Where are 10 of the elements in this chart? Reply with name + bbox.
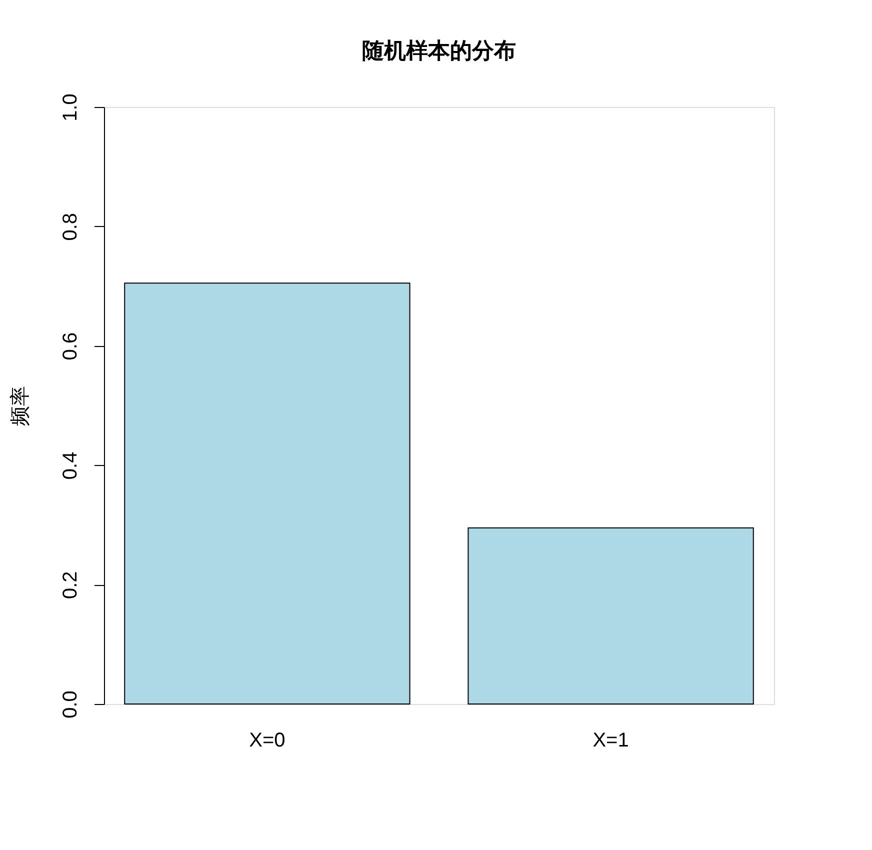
y-axis-title: 频率 <box>8 386 32 426</box>
x-tick-label: X=0 <box>249 730 286 752</box>
y-tick-label: 0.6 <box>60 332 82 360</box>
x-tick-label: X=1 <box>592 730 629 752</box>
y-tick-label: 0.4 <box>60 452 82 480</box>
y-tick-label: 0.8 <box>60 212 82 241</box>
y-tick-label: 0.0 <box>60 690 82 718</box>
y-tick-label: 1.0 <box>60 94 82 122</box>
y-tick-label: 0.2 <box>60 571 82 600</box>
chart-title: 随机样本的分布 <box>362 38 516 64</box>
